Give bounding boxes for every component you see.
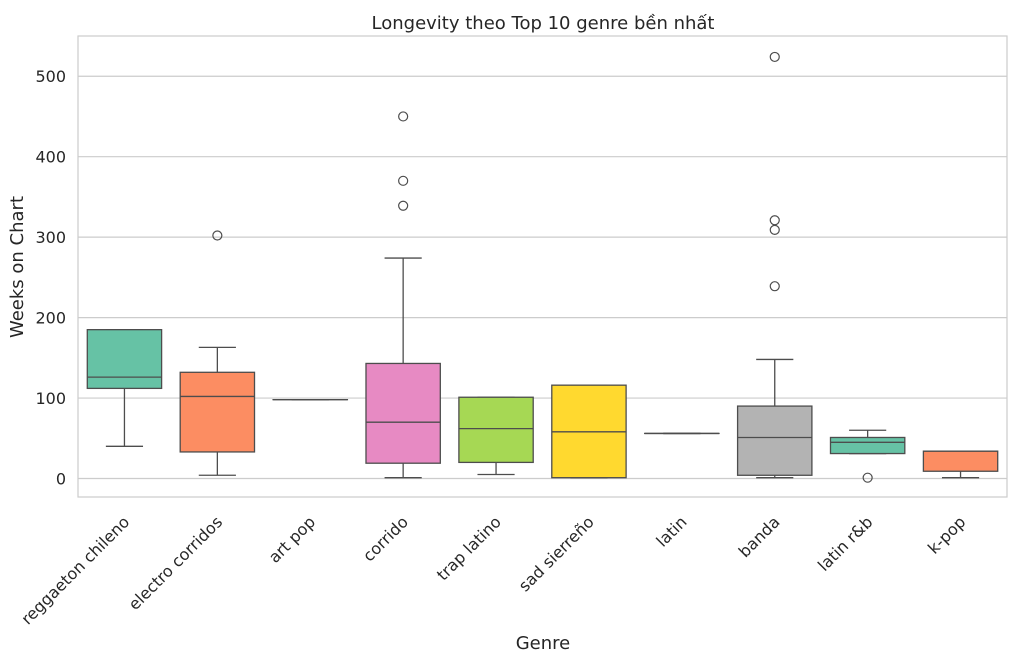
x-tick-label: k-pop (924, 512, 969, 557)
y-tick-label: 100 (35, 389, 66, 408)
box-group (922, 450, 999, 479)
x-tick-label: corrido (359, 512, 412, 565)
box-group (551, 384, 627, 479)
plot-frame (77, 35, 1008, 498)
box-iqr (922, 450, 999, 472)
box-iqr (829, 436, 906, 455)
box-iqr (365, 362, 441, 464)
y-tick-label: 200 (35, 309, 66, 328)
box-iqr (736, 405, 813, 476)
outlier-point (398, 111, 409, 122)
outlier-point (769, 51, 780, 63)
outlier-point (398, 200, 409, 211)
outlier-point (769, 281, 780, 292)
box-group (829, 429, 906, 483)
y-tick-labels: 0 100 200 300 400 500 (35, 67, 66, 488)
x-tick-label: trap latino (433, 512, 505, 584)
outlier-point (769, 215, 780, 226)
chart-title: Longevity theo Top 10 genre bền nhất (372, 13, 715, 34)
box-iqr (179, 371, 256, 453)
box-group (365, 111, 441, 479)
y-axis-title: Weeks on Chart (7, 196, 28, 338)
x-tick-label: latin (652, 512, 690, 550)
outlier-point (862, 472, 873, 483)
box-group (179, 230, 256, 476)
x-tick-label: banda (735, 512, 784, 561)
box-group (458, 396, 534, 476)
boxes (86, 51, 999, 483)
box-group (86, 329, 163, 447)
x-tick-label: sad sierreño (515, 512, 598, 595)
y-tick-label: 300 (35, 228, 66, 247)
box-iqr (458, 396, 534, 464)
x-tick-label: electro corridos (125, 512, 226, 613)
y-tick-label: 400 (35, 148, 66, 167)
outlier-point (398, 175, 409, 186)
x-tick-label: art pop (265, 512, 319, 566)
box-iqr (86, 329, 163, 390)
outlier-point (769, 224, 780, 235)
x-axis-title: Genre (516, 633, 571, 654)
y-tick-label: 0 (56, 469, 66, 488)
x-tick-label: reggaeton chileno (17, 512, 133, 628)
x-tick-label: latin r&b (814, 512, 877, 575)
outlier-point (212, 230, 223, 241)
y-tick-label: 500 (35, 67, 66, 86)
box-group (736, 51, 813, 479)
